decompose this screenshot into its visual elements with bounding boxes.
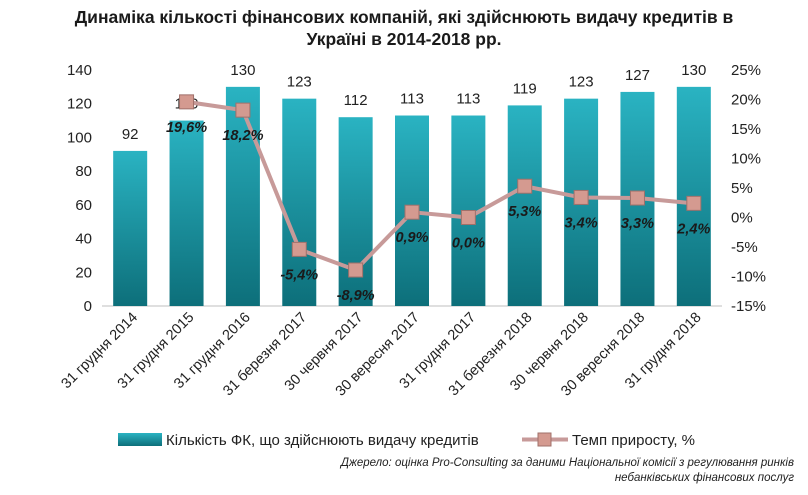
growth-value-label: 3,3%	[621, 216, 654, 232]
growth-value-label: 0,0%	[452, 236, 485, 252]
growth-line	[186, 99, 695, 273]
y-right-tick-label: -5%	[731, 239, 758, 256]
bar-value-label: 127	[625, 67, 650, 84]
growth-line-series	[179, 94, 702, 278]
growth-value-label: 5,3%	[508, 204, 541, 220]
bar	[225, 86, 260, 306]
y-left-tick-label: 120	[67, 96, 92, 113]
legend: Кількість ФК, що здійснюють видачу креди…	[118, 432, 695, 449]
growth-value-label: 2,4%	[676, 221, 710, 237]
y-right-tick-label: 25%	[731, 62, 761, 79]
growth-value-label: 18,2%	[222, 128, 263, 144]
bar-value-label: 130	[681, 62, 706, 79]
source-note: Джерело: оцінка Pro-Consulting за даними…	[234, 456, 794, 486]
bar-value-label: 112	[344, 92, 368, 109]
y-right-tick-label: 0%	[731, 210, 753, 227]
y-left-tick-label: 20	[75, 264, 92, 281]
page-title: Динаміка кількості фінансових компаній, …	[0, 6, 808, 50]
bar-value-label: 119	[513, 80, 537, 97]
title-line-1: Динаміка кількості фінансових компаній, …	[74, 7, 734, 27]
y-left-tick-label: 100	[67, 129, 92, 146]
growth-value-label: -8,9%	[337, 288, 375, 304]
growth-marker	[517, 178, 533, 194]
legend-swatch-marker	[537, 432, 552, 447]
y-right-tick-label: -10%	[731, 269, 766, 286]
title-line-2: Україні в 2014-2018 рр.	[306, 29, 502, 49]
y-left-tick-label: 40	[75, 231, 92, 248]
bar-value-label: 92	[122, 126, 139, 143]
bar	[169, 120, 204, 306]
growth-value-label: 19,6%	[166, 120, 207, 136]
source-line-1: Джерело: оцінка Pro-Consulting за даними…	[340, 457, 794, 469]
bar	[282, 98, 317, 307]
y-left-tick-label: 80	[75, 163, 92, 180]
growth-value-label: -5,4%	[280, 267, 318, 283]
growth-value-labels: 19,6% 18,2% -5,4% -8,9% 0,9% 0,0% 5,3% 3,4% 3,3%…	[166, 120, 710, 304]
growth-marker	[460, 210, 476, 225]
bar-value-label: 113	[400, 91, 424, 108]
bar-value-label: 123	[287, 74, 312, 91]
bar-value-label: 130	[230, 62, 255, 79]
growth-marker	[404, 204, 420, 220]
y-right-tick-label: -15%	[731, 298, 766, 315]
growth-marker	[291, 241, 307, 257]
growth-marker	[629, 190, 645, 206]
y-right-tick-label: 5%	[731, 180, 753, 197]
growth-marker	[235, 102, 251, 118]
y-left-tick-label: 140	[67, 62, 92, 79]
y-right-tick-label: 15%	[731, 121, 761, 138]
growth-value-label: 3,4%	[565, 215, 598, 231]
growth-marker	[348, 262, 364, 278]
bar-value-label: 123	[569, 74, 594, 91]
legend-label-bars: Кількість ФК, що здійснюють видачу креди…	[166, 432, 479, 449]
bar	[507, 105, 542, 307]
y-right-tick-label: 10%	[731, 151, 761, 168]
bar	[338, 117, 373, 306]
bar-value-labels: 92110130123112113113119123127130	[122, 62, 706, 143]
bar	[113, 150, 148, 306]
bar-value-label: 113	[456, 91, 480, 108]
growth-marker	[179, 94, 195, 110]
axes: 0 20 40 60 80 100 120 140 -15% -10% -5% 0% 5% 10% 15% 2…	[67, 62, 766, 315]
y-right-tick-label: 20%	[731, 92, 761, 109]
bar-series	[113, 86, 711, 307]
y-left-tick-label: 60	[75, 197, 92, 214]
growth-value-label: 0,9%	[395, 230, 428, 246]
source-line-2: небанківських фінансових послуг	[614, 472, 794, 484]
legend-swatch-bars	[118, 433, 162, 446]
growth-marker	[573, 189, 589, 205]
legend-label-line: Темп приросту, %	[572, 432, 695, 449]
y-left-tick-label: 0	[84, 298, 92, 315]
growth-marker	[686, 195, 702, 211]
